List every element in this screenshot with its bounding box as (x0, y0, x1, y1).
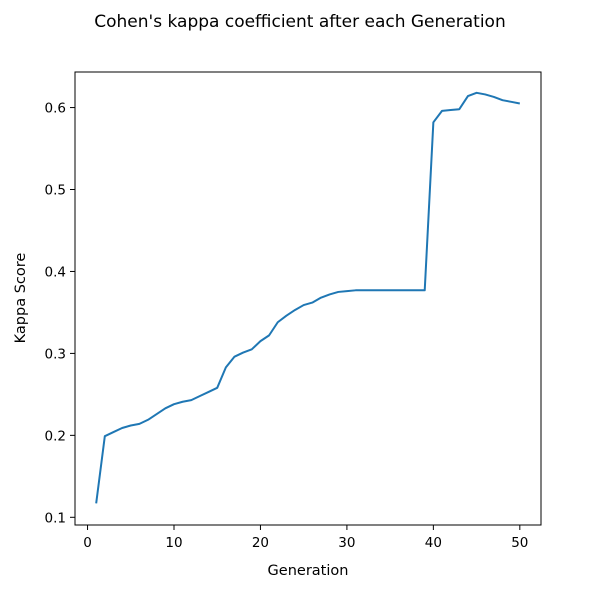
kappa-series-line (95, 91, 521, 504)
y-tick-label: 0.4 (45, 264, 66, 280)
x-tick-label: 0 (83, 535, 92, 551)
x-tick-label: 50 (511, 535, 528, 551)
chart-title: Cohen's kappa coefficient after each Gen… (94, 12, 505, 32)
x-tick-label: 10 (165, 535, 182, 551)
y-tick-label: 0.3 (45, 346, 66, 362)
y-tick-label: 0.2 (45, 428, 66, 444)
x-tick-label: 30 (338, 535, 355, 551)
x-axis: 0 10 20 30 40 50 (83, 525, 528, 551)
x-tick-label: 40 (425, 535, 442, 551)
y-tick-label: 0.1 (45, 510, 66, 526)
y-tick-label: 0.6 (45, 101, 66, 117)
y-axis-label: Kappa Score (13, 253, 29, 344)
plot-frame (74, 71, 542, 526)
y-axis: 0.1 0.2 0.3 0.4 0.5 0.6 (45, 101, 75, 526)
y-tick-label: 0.5 (45, 183, 66, 199)
x-tick-label: 20 (252, 535, 269, 551)
x-axis-label: Generation (268, 563, 349, 579)
